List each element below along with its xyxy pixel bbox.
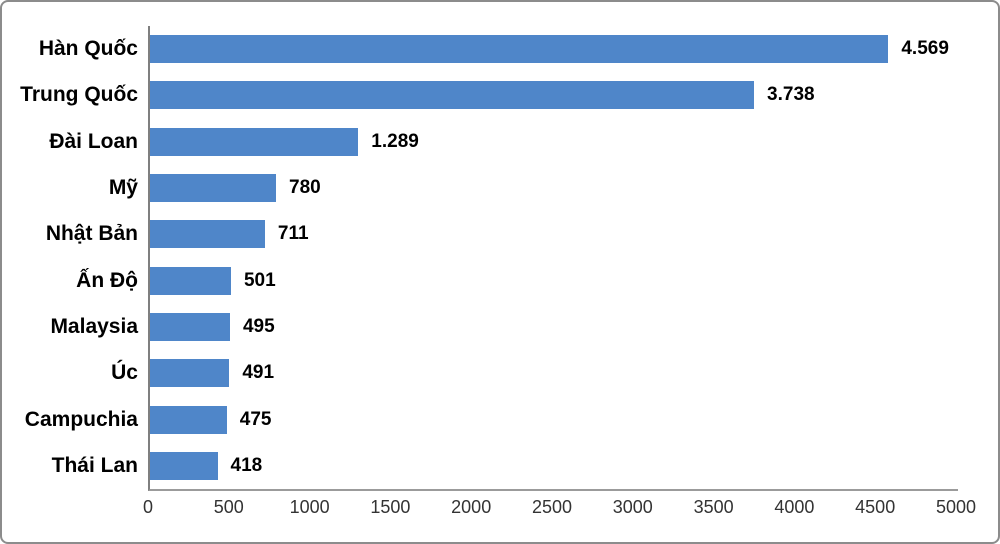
x-tick-label: 500 xyxy=(213,497,244,517)
bar-row: 4.569 xyxy=(150,26,958,72)
category-label: Nhật Bản xyxy=(45,222,138,246)
category-label: Malaysia xyxy=(50,314,138,338)
bar xyxy=(150,174,277,203)
x-axis: 0 500 1000 1500 2000 2500 3000 3500 4000 4500 5000 xyxy=(143,495,976,525)
value-label: 780 xyxy=(289,177,321,199)
bar xyxy=(150,127,359,156)
bar xyxy=(150,266,231,295)
value-label: 495 xyxy=(242,315,275,337)
bar-row: 1.289 xyxy=(150,119,958,165)
x-tick-label: 2500 xyxy=(531,497,573,517)
category-label: Đài Loan xyxy=(49,129,138,153)
bar-row: 711 xyxy=(150,211,958,257)
bar xyxy=(150,81,755,110)
bar xyxy=(150,451,218,480)
value-label: 4.569 xyxy=(901,38,949,60)
x-tick-label: 1000 xyxy=(289,497,330,517)
value-label: 3.738 xyxy=(767,84,815,106)
bar xyxy=(150,220,265,249)
bar-row: 491 xyxy=(150,350,958,396)
x-tick-label: 4000 xyxy=(774,497,815,517)
category-label: Campuchia xyxy=(24,407,138,431)
category-label: Ấn Độ xyxy=(76,268,138,292)
category-axis: Hàn Quốc Trung Quốc Đài Loan Mỹ Nhật Bản Ấn Đ… xyxy=(2,26,138,489)
x-tick-label: 3000 xyxy=(612,497,653,517)
bar xyxy=(150,359,230,388)
bar-row: 495 xyxy=(150,304,958,350)
category-label: Trung Quốc xyxy=(20,83,138,107)
x-tick-label: 2000 xyxy=(451,497,492,517)
bar-row: 475 xyxy=(150,396,958,442)
bar-row: 780 xyxy=(150,165,958,211)
x-tick-label: 1500 xyxy=(370,497,411,517)
bar-row: 3.738 xyxy=(150,72,958,118)
x-tick-label: 4500 xyxy=(855,497,896,517)
category-label: Thái Lan xyxy=(51,453,138,477)
x-tick-label: 3500 xyxy=(693,497,734,517)
x-tick-label: 5000 xyxy=(935,497,977,517)
bar xyxy=(150,312,230,341)
value-label: 711 xyxy=(277,223,309,245)
bar-row: 501 xyxy=(150,258,958,304)
category-label: Mỹ xyxy=(108,176,138,200)
value-label: 475 xyxy=(239,408,272,430)
value-label: 1.289 xyxy=(371,130,419,152)
value-label: 491 xyxy=(242,362,275,384)
plot-area: 4.569 3.738 1.289 780 711 501 495 491 475 418 xyxy=(148,26,958,491)
bar xyxy=(150,405,227,434)
category-label: Hàn Quốc xyxy=(38,37,138,61)
bar-row: 418 xyxy=(150,443,958,489)
value-label: 418 xyxy=(230,454,263,476)
value-label: 501 xyxy=(243,269,276,291)
x-tick-label: 0 xyxy=(142,497,154,517)
category-label: Úc xyxy=(111,361,138,385)
bar xyxy=(150,35,889,64)
